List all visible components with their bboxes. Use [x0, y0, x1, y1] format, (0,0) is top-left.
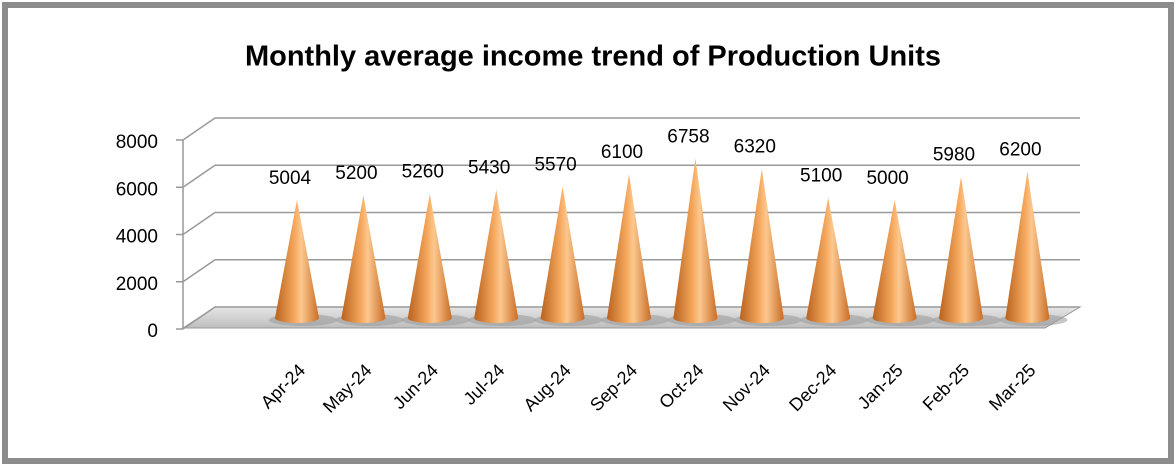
value-label: 5430: [468, 158, 510, 179]
value-label: 6320: [734, 137, 776, 158]
cone: [673, 158, 718, 324]
y-tick-label: 4000: [116, 227, 158, 248]
cone: [474, 189, 519, 324]
value-label: 5200: [335, 163, 377, 184]
grid-line: [182, 259, 1080, 283]
cone: [341, 195, 386, 324]
cone: [540, 186, 585, 324]
cone: [739, 168, 784, 324]
cone: [939, 176, 983, 323]
y-tick-label: 6000: [116, 179, 158, 200]
y-tick-label: 2000: [116, 274, 158, 295]
value-label: 6758: [667, 126, 709, 147]
cone: [872, 199, 917, 324]
value-label: 6200: [999, 140, 1041, 161]
grid-line: [182, 211, 1080, 236]
value-label: 5980: [933, 145, 975, 166]
grid-line: [182, 117, 1080, 141]
value-label: 6100: [601, 142, 643, 163]
value-label: 5004: [269, 168, 312, 189]
value-label: 5100: [800, 166, 842, 187]
chart-frame: [2, 2, 1174, 464]
cone: [607, 173, 651, 323]
grid-line: [182, 164, 1080, 188]
value-label: 5570: [534, 154, 576, 175]
y-tick-label: 8000: [116, 132, 158, 153]
cone: [1005, 171, 1050, 324]
grid-line: [182, 306, 1080, 330]
value-label: 5260: [402, 162, 444, 183]
value-label: 5000: [866, 168, 908, 189]
y-tick-label: 0: [147, 321, 158, 342]
cone: [275, 199, 319, 323]
chart-title: Monthly average income trend of Producti…: [245, 41, 941, 73]
cone: [806, 197, 851, 324]
cone: [407, 193, 452, 324]
